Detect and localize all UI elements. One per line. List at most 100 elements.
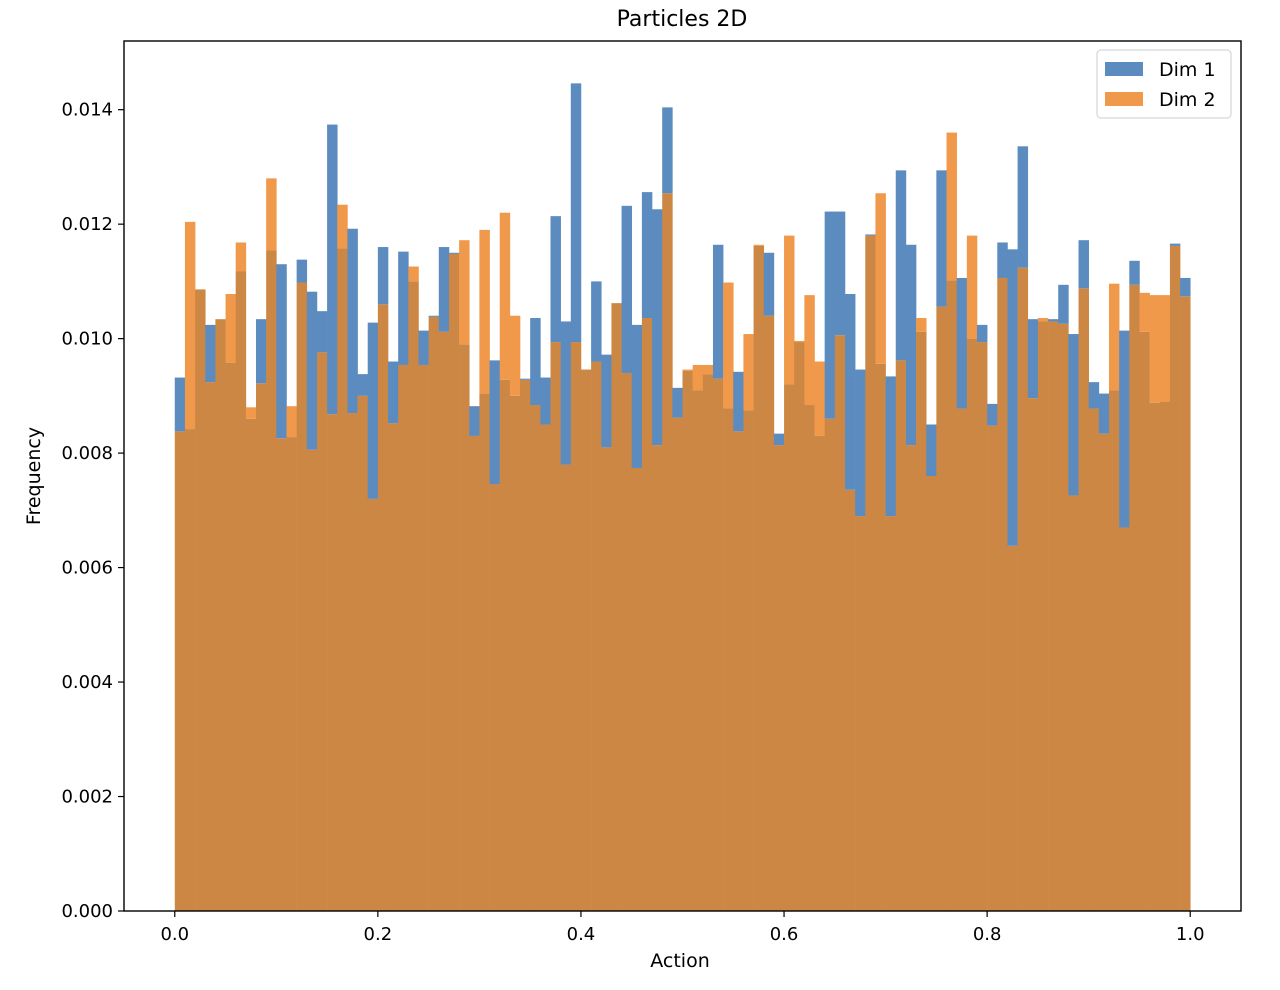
bar-dim1 (560, 321, 572, 465)
bar-dim1 (1098, 393, 1110, 434)
bar-dim1 (1017, 146, 1029, 268)
bar-overlap (235, 271, 247, 911)
bar-overlap (438, 331, 450, 911)
bar-overlap (286, 437, 297, 911)
bar-overlap (570, 342, 582, 911)
bar-dim2 (1037, 318, 1049, 322)
bar-dim2 (723, 282, 734, 409)
bar-dim2 (1159, 295, 1171, 402)
bar-dim1 (448, 252, 460, 254)
legend-swatch (1105, 62, 1143, 76)
bar-overlap (225, 362, 236, 912)
y-tick-label: 0.002 (61, 787, 113, 808)
bar-dim1 (652, 209, 663, 446)
bar-overlap (1078, 288, 1089, 911)
legend: Dim 1 Dim 2 (1096, 49, 1232, 119)
bar-dim2 (459, 240, 470, 345)
bar-dim1 (469, 406, 480, 436)
x-axis: 0.0 0.2 0.4 0.6 0.8 1.0 (160, 911, 1205, 945)
bar-overlap (195, 289, 206, 911)
bar-overlap (692, 390, 704, 911)
bar-dim1 (1119, 330, 1130, 528)
bar-overlap (611, 303, 622, 911)
bar-dim2 (692, 364, 704, 391)
bars-layer (174, 83, 1191, 912)
bar-overlap (316, 352, 328, 911)
bar-dim1 (956, 277, 968, 409)
bar-dim2 (408, 266, 419, 282)
bar-dim1 (641, 192, 653, 319)
bar-overlap (459, 344, 470, 912)
y-axis: 0.000 0.002 0.004 0.006 0.008 0.010 0.012 0.014 (61, 100, 124, 922)
y-tick-label: 0.006 (61, 558, 113, 579)
bar-overlap (1129, 284, 1140, 911)
bar-dim1 (205, 324, 216, 383)
bar-overlap (905, 445, 917, 911)
bar-overlap (631, 467, 643, 911)
bar-overlap (540, 424, 551, 911)
bar-dim1 (1027, 319, 1039, 399)
bar-overlap (804, 405, 815, 911)
bar-dim1 (540, 377, 551, 425)
y-tick-label: 0.004 (61, 672, 113, 693)
bar-dim1 (895, 170, 907, 361)
bar-dim1 (550, 216, 561, 343)
x-axis-label: Action (650, 950, 710, 972)
bar-dim2 (753, 244, 765, 246)
bar-dim1 (296, 259, 308, 283)
bar-overlap (1068, 495, 1079, 911)
bar-overlap (306, 449, 318, 911)
bar-dim1 (631, 324, 643, 468)
bar-dim1 (1078, 240, 1089, 289)
bar-overlap (844, 489, 856, 911)
bar-dim1 (530, 318, 541, 406)
bar-overlap (885, 516, 897, 911)
bar-overlap (712, 378, 724, 911)
bar-dim1 (174, 377, 186, 432)
bar-overlap (814, 435, 825, 911)
bar-dim1 (824, 211, 836, 419)
bar-dim1 (1169, 243, 1181, 246)
bar-dim1 (327, 124, 338, 415)
bar-overlap (1037, 321, 1049, 911)
bar-overlap (377, 304, 389, 912)
bar-dim1 (712, 244, 724, 379)
bar-overlap (388, 423, 399, 911)
bar-overlap (499, 379, 511, 911)
bar-dim2 (266, 178, 277, 251)
bar-overlap (296, 282, 308, 912)
bar-dim2 (966, 235, 978, 339)
bar-overlap (926, 476, 937, 911)
bar-dim2 (337, 204, 348, 249)
bar-dim1 (987, 403, 998, 426)
bar-overlap (530, 405, 541, 911)
bar-overlap (1108, 390, 1120, 911)
chart-title: Particles 2D (617, 7, 748, 32)
bar-overlap (946, 280, 957, 911)
bar-dim1 (672, 387, 683, 418)
bar-dim1 (662, 107, 673, 194)
bar-dim2 (804, 295, 815, 406)
bar-dim1 (570, 83, 582, 343)
bar-overlap (580, 369, 592, 912)
bar-dim1 (438, 247, 450, 332)
bar-dim1 (1180, 277, 1191, 297)
bar-dim2 (499, 212, 511, 380)
bar-dim1 (398, 251, 409, 365)
bar-overlap (469, 435, 480, 911)
bar-dim2 (225, 293, 236, 363)
bar-overlap (215, 319, 226, 912)
bar-overlap (327, 414, 338, 911)
bar-dim2 (479, 229, 490, 394)
bar-dim2 (702, 364, 714, 375)
bar-overlap (560, 464, 572, 911)
bar-dim2 (916, 318, 927, 332)
bar-overlap (550, 342, 561, 911)
y-tick-label: 0.014 (61, 100, 113, 121)
bar-overlap (794, 342, 805, 911)
bar-overlap (824, 418, 836, 911)
bar-overlap (936, 306, 947, 911)
bar-dim1 (489, 360, 501, 485)
bar-dim2 (286, 406, 297, 438)
legend-label: Dim 1 (1159, 59, 1216, 81)
